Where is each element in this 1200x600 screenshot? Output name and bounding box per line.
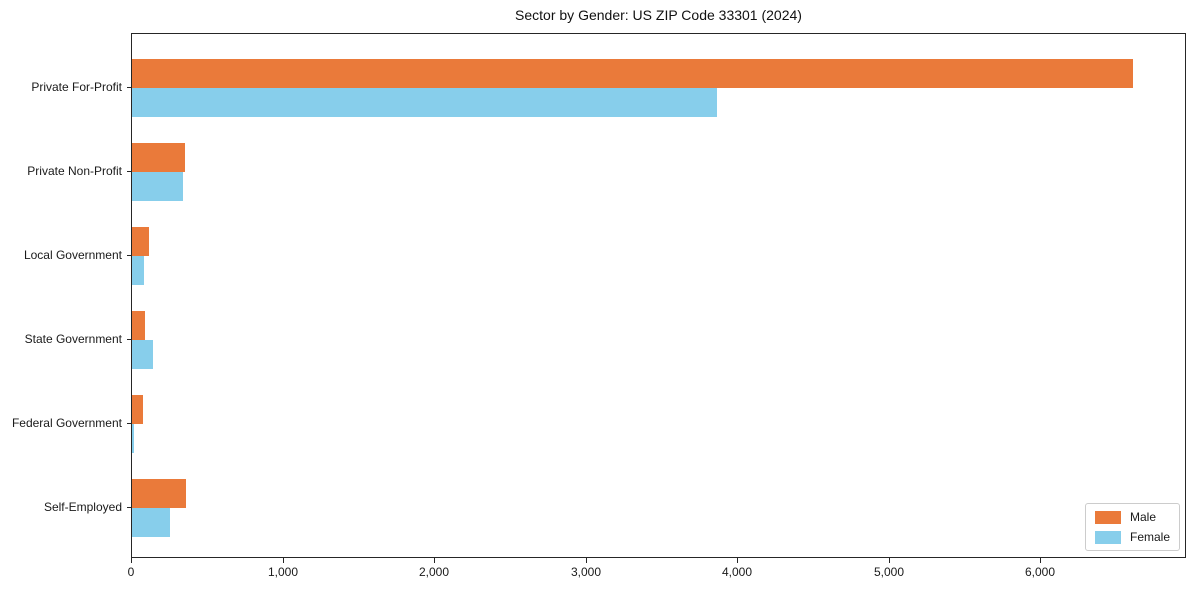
bar-female-6	[132, 508, 170, 537]
bar-female-3	[132, 256, 144, 285]
bar-female-2	[132, 172, 183, 201]
bar-female-4	[132, 340, 153, 369]
x-tick-mark	[586, 558, 587, 563]
x-tick-label: 6,000	[1024, 565, 1056, 579]
x-tick-label: 2,000	[418, 565, 450, 579]
x-tick-mark	[131, 558, 132, 563]
legend-item-male: Male	[1094, 510, 1170, 524]
x-tick-label: 1,000	[267, 565, 299, 579]
x-tick-mark	[737, 558, 738, 563]
bar-male-4	[132, 311, 145, 340]
bar-male-5	[132, 395, 143, 424]
y-tick-label: Local Government	[23, 248, 122, 262]
bar-female-5	[132, 424, 134, 453]
y-tick-mark	[127, 87, 131, 88]
y-tick-label: Private For-Profit	[31, 80, 122, 94]
x-tick-label: 0	[127, 565, 135, 579]
x-tick-mark	[889, 558, 890, 563]
y-tick-mark	[127, 339, 131, 340]
y-tick-mark	[127, 171, 131, 172]
x-tick-mark	[1040, 558, 1041, 563]
y-tick-mark	[127, 507, 131, 508]
x-tick-label: 3,000	[570, 565, 602, 579]
x-tick-label: 4,000	[721, 565, 753, 579]
legend-swatch-male-icon	[1094, 510, 1121, 524]
y-tick-label: State Government	[24, 332, 122, 346]
y-tick-label: Self-Employed	[43, 500, 122, 514]
x-tick-mark	[434, 558, 435, 563]
bar-male-1	[132, 59, 1133, 88]
chart-title: Sector by Gender: US ZIP Code 33301 (202…	[515, 7, 802, 23]
y-tick-mark	[127, 255, 131, 256]
y-tick-mark	[127, 423, 131, 424]
plot-area: Male Female	[131, 33, 1186, 558]
legend-label-female: Female	[1129, 530, 1170, 544]
bar-female-1	[132, 88, 717, 117]
y-tick-label: Private Non-Profit	[27, 164, 122, 178]
y-tick-label: Federal Government	[11, 416, 122, 430]
x-tick-mark	[283, 558, 284, 563]
x-tick-label: 5,000	[873, 565, 905, 579]
bar-male-3	[132, 227, 149, 256]
legend-item-female: Female	[1094, 530, 1170, 544]
legend-swatch-female-icon	[1094, 530, 1121, 544]
bar-male-2	[132, 143, 185, 172]
legend-label-male: Male	[1129, 510, 1156, 524]
bar-male-6	[132, 479, 186, 508]
legend: Male Female	[1084, 503, 1180, 551]
